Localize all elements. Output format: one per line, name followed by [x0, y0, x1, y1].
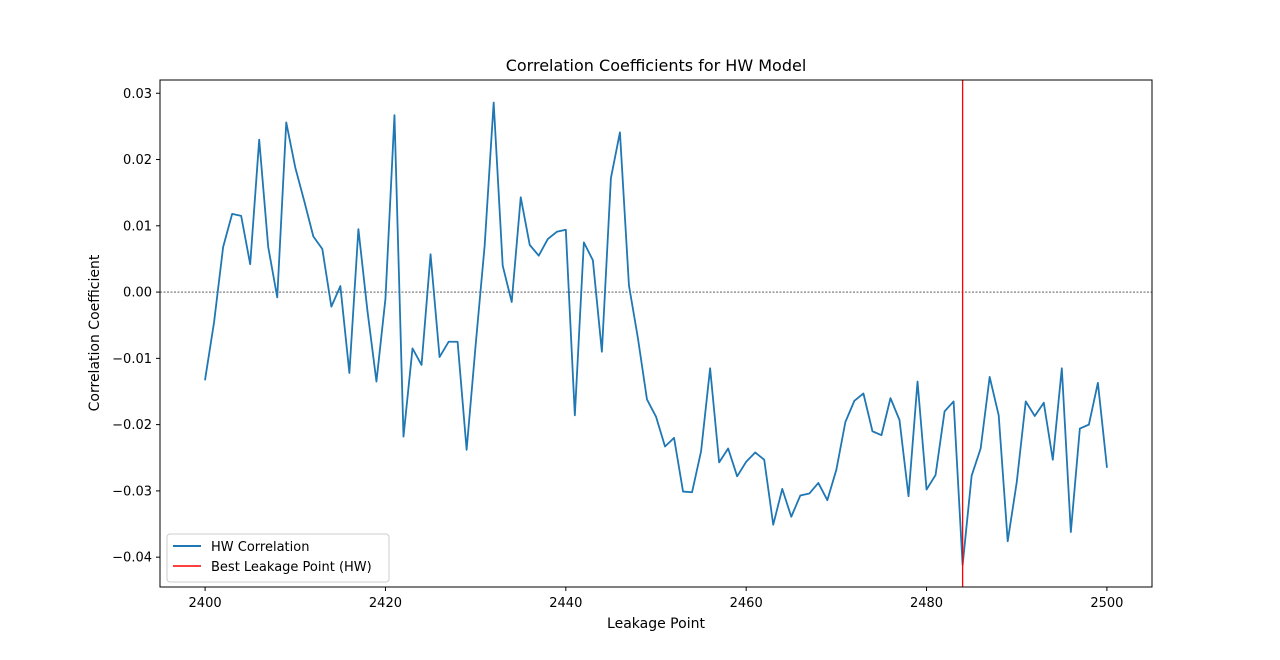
x-axis-label: Leakage Point [607, 616, 705, 632]
x-tick-label: 2500 [1090, 596, 1123, 611]
y-tick-label: −0.04 [112, 551, 152, 566]
y-tick-label: 0.00 [123, 286, 152, 301]
x-tick-label: 2480 [910, 596, 943, 611]
legend-frame [166, 533, 390, 583]
series-line-hw-correlation [204, 101, 1108, 567]
y-tick-label: −0.03 [112, 484, 152, 499]
legend-label-best-leakage-point: Best Leakage Point (HW) [211, 560, 372, 575]
x-tick-label: 2460 [730, 596, 763, 611]
plot-area [159, 79, 1153, 588]
y-tick-label: −0.01 [112, 352, 152, 367]
x-tick-label: 2440 [549, 596, 582, 611]
plot-frame [159, 79, 1153, 588]
chart-title: Correlation Coefficients for HW Model [506, 56, 807, 75]
legend: HW Correlation Best Leakage Point (HW) [166, 533, 390, 583]
y-axis: −0.04 −0.03 −0.02 −0.01 0.00 0.01 0.02 0.03 [112, 87, 160, 566]
y-tick-label: −0.02 [112, 418, 152, 433]
y-tick-label: 0.02 [123, 153, 152, 168]
x-tick-label: 2400 [189, 596, 222, 611]
x-tick-label: 2420 [369, 596, 402, 611]
x-axis: 2400 2420 2440 2460 2480 2500 [189, 587, 1123, 611]
y-axis-label: Correlation Coefficient [87, 254, 103, 411]
legend-label-hw-correlation: HW Correlation [211, 540, 309, 555]
y-tick-label: 0.03 [123, 87, 152, 102]
y-tick-label: 0.01 [123, 219, 152, 234]
